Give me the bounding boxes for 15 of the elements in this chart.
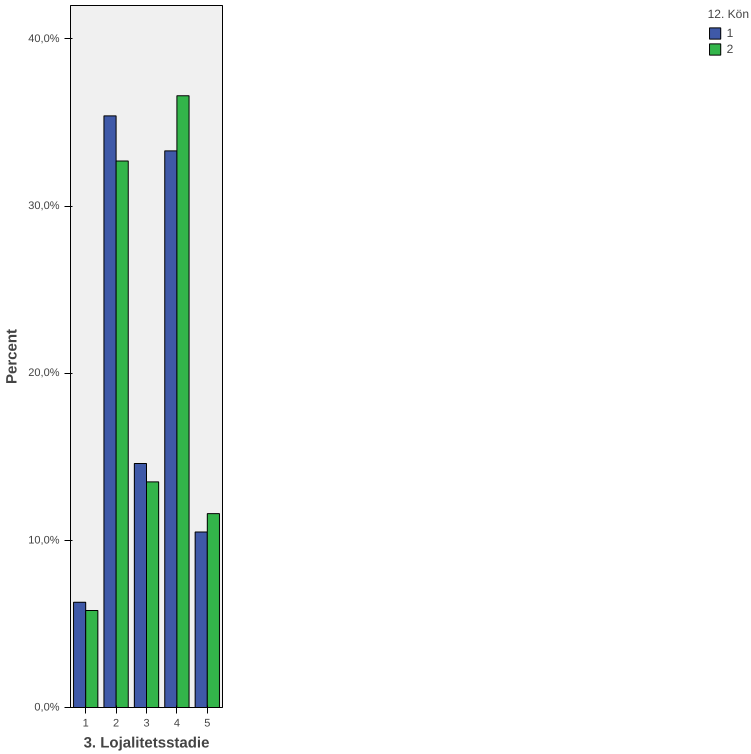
y-tick-label: 20,0% — [28, 367, 60, 380]
x-tick-label: 4 — [174, 718, 180, 730]
y-tick-label: 0,0% — [34, 702, 60, 714]
x-axis-title: 3. Lojalitetsstadie — [84, 734, 210, 752]
legend-label: 2 — [726, 42, 734, 56]
x-tick-label: 2 — [113, 718, 120, 730]
x-tick-label: 5 — [204, 718, 210, 730]
x-tick-label: 1 — [82, 718, 89, 730]
legend-label: 1 — [726, 26, 734, 40]
y-tick-label: 10,0% — [28, 534, 60, 546]
y-axis-title: Percent — [3, 328, 20, 384]
x-tick-label: 3 — [143, 718, 150, 730]
y-tick-label: 40,0% — [28, 32, 60, 45]
legend-title: 12. Kön — [708, 7, 749, 21]
y-tick-label: 30,0% — [28, 200, 60, 212]
